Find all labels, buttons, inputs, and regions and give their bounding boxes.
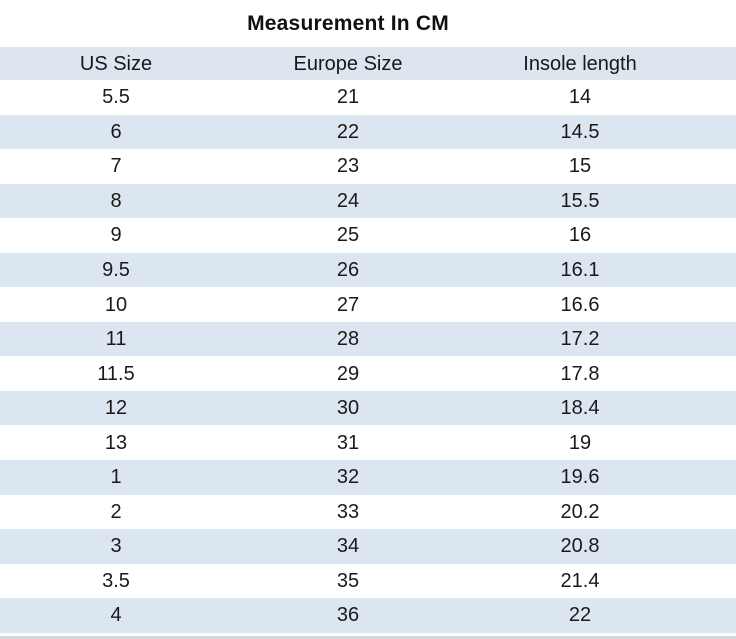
cell: 3.5 [102,569,130,592]
table-row: 10 27 16.6 [0,287,736,322]
cell: 22 [568,604,592,627]
cell: 15.5 [560,189,600,212]
cell: 29 [336,362,360,385]
table-row: 4 36 22 [0,598,736,633]
cell: 16.1 [560,259,600,281]
column-header: Europe Size [293,52,403,75]
cell: 20.8 [560,535,600,558]
cell: 11 [105,328,127,351]
cell: 2 [110,500,122,523]
cell: 15 [568,155,592,178]
cell: 30 [336,397,360,420]
cell: 6 [110,120,122,143]
table-row: 11 28 17.2 [0,321,736,357]
cell: 28 [336,328,360,351]
cell: 25 [336,224,360,247]
cell: 17.2 [560,328,600,351]
table-row: 1 32 19.6 [0,460,736,495]
table-row: 8 24 15.5 [0,183,736,219]
table-row: 9 25 16 [0,218,736,253]
page-title: Measurement In CM [247,11,449,35]
bottom-divider [0,635,736,639]
table-row: 5.5 21 14 [0,80,736,115]
table-row: 3.5 35 21.4 [0,563,736,599]
cell: 16 [568,224,592,247]
cell: 7 [110,155,122,178]
cell: 21 [336,86,360,109]
table-header-row: US Size Europe Size Insole length [0,47,736,80]
cell: 31 [336,431,360,454]
table-row: 7 23 15 [0,149,736,184]
table-row: 2 33 20.2 [0,494,736,530]
cell: 11.5 [97,362,135,385]
cell: 12 [104,397,128,420]
cell: 8 [110,189,122,212]
cell: 24 [336,189,360,212]
cell: 20.2 [560,500,600,523]
cell: 1 [110,466,122,489]
cell: 14.5 [560,120,600,143]
cell: 4 [110,604,122,627]
column-header: Insole length [523,52,637,75]
table-row: 13 31 19 [0,425,736,461]
cell: 21.4 [560,569,600,592]
cell: 26 [336,259,360,281]
column-header: US Size [79,52,153,75]
title-band: Measurement In CM [0,0,696,47]
table-row: 3 34 20.8 [0,529,736,564]
cell: 35 [336,569,360,592]
cell: 33 [336,500,360,523]
cell: 18.4 [560,397,600,420]
cell: 23 [336,155,360,178]
cell: 34 [336,535,360,558]
cell: 16.6 [560,293,600,316]
cell: 27 [336,293,360,316]
cell: 32 [336,466,360,489]
cell: 19.6 [560,466,600,489]
cell: 9 [110,224,122,247]
table-row: 6 22 14.5 [0,114,736,150]
cell: 36 [336,604,360,627]
cell: 19 [568,431,592,454]
cell: 10 [104,293,128,316]
size-table: US Size Europe Size Insole length 5.5 21 14 6… [0,47,736,639]
cell: 17.8 [560,362,600,385]
cell: 22 [336,120,360,143]
cell: 14 [568,86,592,109]
bottom-gap [0,632,736,636]
cell: 3 [110,535,122,558]
cell: 5.5 [102,86,130,109]
table-row: 11.5 29 17.8 [0,356,736,391]
table-row: 12 30 18.4 [0,390,736,426]
cell: 9.5 [102,259,130,281]
table-body: 5.5 21 14 6 22 14.5 7 23 15 8 24 15.5 9 25 16 9.5 26 16.1… [0,80,736,633]
table-row: 9.5 26 16.1 [0,252,736,288]
cell: 13 [104,431,128,454]
